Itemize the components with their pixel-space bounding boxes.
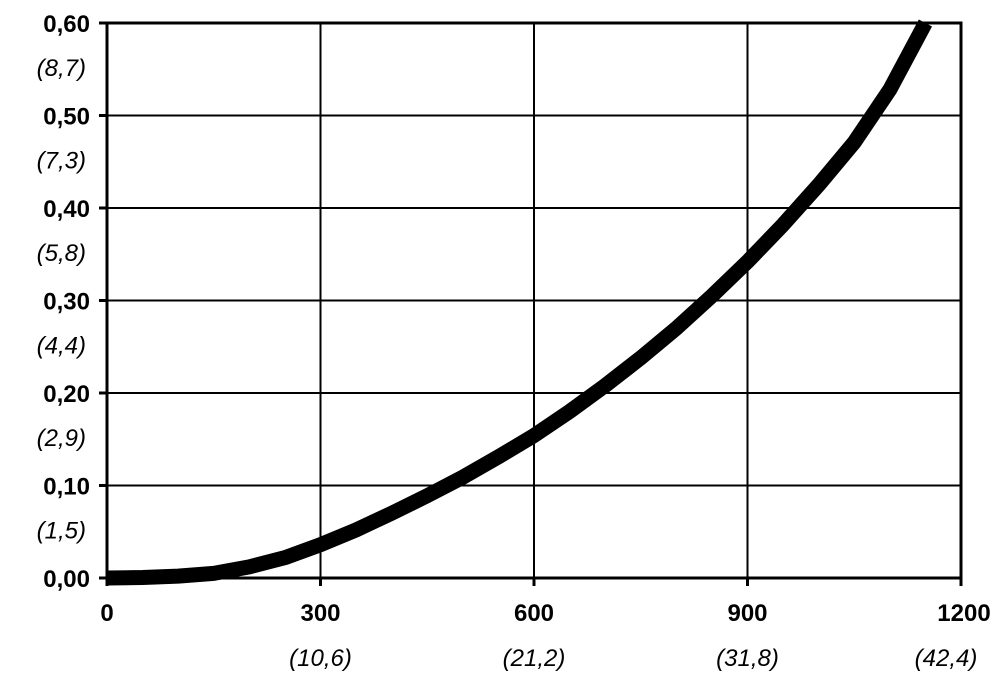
y-tick-label: 0,20	[43, 381, 90, 408]
y-tick-label: 0,60	[43, 11, 90, 38]
y-tick-secondary-label: (4,4)	[37, 333, 86, 360]
y-tick-label: 0,30	[43, 289, 90, 316]
x-tick-secondary-label: (42,4)	[915, 645, 978, 672]
x-tick-label: 0	[100, 600, 113, 627]
y-tick-secondary-label: (1,5)	[37, 518, 86, 545]
x-tick-label: 1200	[937, 600, 990, 627]
x-tick-label: 300	[300, 600, 340, 627]
x-tick-label: 600	[514, 600, 554, 627]
y-tick-label: 0,00	[43, 566, 90, 593]
x-tick-secondary-label: (31,8)	[716, 645, 779, 672]
label-layer: 0,00 0,10 (1,5) 0,20 (2,9) 0,30 (4,4) 0,40 (5,8)…	[37, 11, 991, 672]
y-tick-secondary-label: (8,7)	[37, 55, 86, 82]
frame-layer	[99, 21, 963, 586]
y-tick-secondary-label: (5,8)	[37, 240, 86, 267]
x-tick-secondary-label: (10,6)	[289, 645, 352, 672]
y-tick-secondary-label: (2,9)	[37, 425, 86, 452]
y-tick-label: 0,40	[43, 196, 90, 223]
y-tick-label: 0,50	[43, 104, 90, 131]
y-tick-label: 0,10	[43, 474, 90, 501]
series-line	[106, 19, 933, 586]
curve-layer	[106, 19, 933, 586]
x-tick-secondary-label: (21,2)	[503, 645, 566, 672]
x-tick-label: 900	[727, 600, 767, 627]
y-tick-secondary-label: (7,3)	[37, 148, 86, 175]
grid-layer	[107, 23, 961, 578]
plot-frame	[105, 21, 963, 580]
